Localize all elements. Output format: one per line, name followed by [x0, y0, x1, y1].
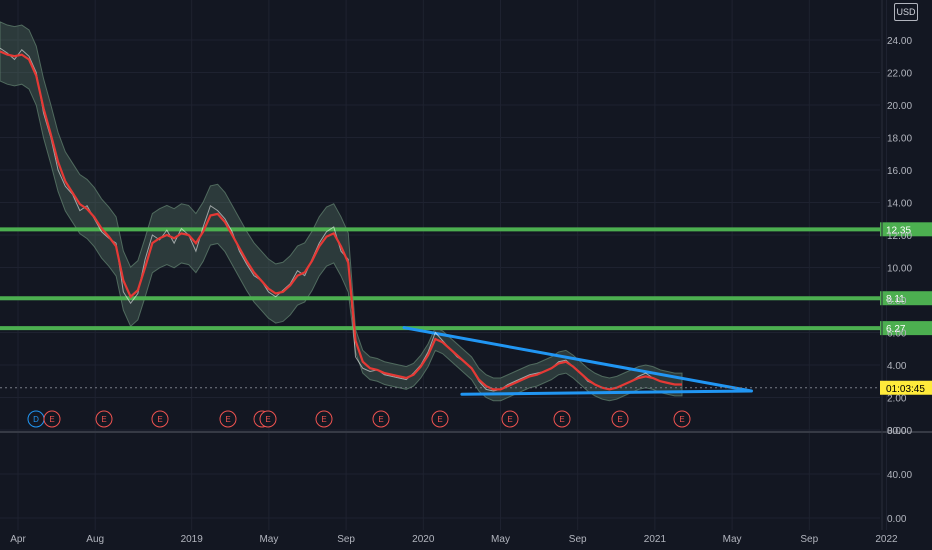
trendline-0[interactable] [402, 326, 753, 393]
marker-letter: E [49, 415, 54, 424]
time-tick: 2019 [181, 534, 204, 545]
marker-letter: E [507, 415, 512, 424]
price-tick: 20.00 [887, 101, 912, 112]
price-tick: 24.00 [887, 36, 912, 47]
marker-letter: D [33, 415, 39, 424]
marker-circle [611, 410, 629, 428]
price-tick: 0.00 [887, 426, 907, 437]
earnings-marker[interactable]: E [315, 410, 333, 428]
marker-circle [372, 410, 390, 428]
price-tick: 14.00 [887, 199, 912, 210]
time-tick: 2020 [412, 534, 435, 545]
earnings-marker[interactable]: E [151, 410, 169, 428]
price-tick: 10.00 [887, 264, 912, 275]
price-series [0, 47, 880, 392]
time-tick: Sep [569, 534, 587, 545]
level-label: 12.35 [886, 225, 911, 236]
time-tick: May [723, 534, 742, 545]
price-tick: 18.00 [887, 134, 912, 145]
marker-letter: E [559, 415, 564, 424]
marker-circle [259, 410, 277, 428]
time-tick: Sep [337, 534, 355, 545]
countdown-label: 01:03:45 [886, 384, 925, 395]
price-tick: 16.00 [887, 166, 912, 177]
time-tick: Sep [800, 534, 818, 545]
price-tick: 12.00 [887, 231, 912, 242]
marker-circle [431, 410, 449, 428]
marker-letter: E [437, 415, 442, 424]
triangle-trendlines[interactable] [402, 326, 753, 396]
price-tick: 2.00 [887, 394, 907, 405]
current-price-badge [880, 380, 932, 395]
price-tick: 4.00 [887, 361, 907, 372]
marker-circle [501, 410, 519, 428]
price-tick: 6.00 [887, 329, 907, 340]
time-tick: May [259, 534, 278, 545]
price-tick: 22.00 [887, 69, 912, 80]
earnings-marker[interactable]: E [553, 410, 571, 428]
marker-circle [315, 410, 333, 428]
earnings-marker[interactable]: E [673, 410, 691, 428]
earnings-markers[interactable]: DEEEEEEEEEEEEE [27, 410, 691, 428]
smoothed-line [0, 50, 682, 391]
support-resistance-levels[interactable]: 12.35 8.11 6.27 [0, 222, 932, 336]
grid-lines [0, 0, 887, 530]
earnings-marker[interactable]: E [431, 410, 449, 428]
time-axis[interactable]: Apr Aug 2019 May Sep 2020 May Sep 2021 May Sep 2022 [10, 534, 898, 545]
marker-letter: E [679, 415, 684, 424]
marker-circle [95, 410, 113, 428]
earnings-marker[interactable]: E [43, 410, 61, 428]
time-tick: 2021 [644, 534, 667, 545]
marker-letter: E [225, 415, 230, 424]
time-tick: May [491, 534, 510, 545]
marker-circle [673, 410, 691, 428]
level-label-bg [880, 321, 932, 336]
trendline-1[interactable] [460, 389, 753, 396]
level-label-bg [880, 291, 932, 306]
marker-letter: E [378, 415, 383, 424]
time-tick: 2022 [875, 534, 898, 545]
price-axis[interactable]: 24.00 22.00 20.00 18.00 16.00 14.00 12.00 10.00… [880, 0, 932, 530]
marker-letter: E [617, 415, 622, 424]
marker-circle [43, 410, 61, 428]
oscillator-tick: 80.00 [887, 426, 912, 437]
marker-circle [553, 410, 571, 428]
marker-letter: E [265, 415, 270, 424]
price-tick: 8.00 [887, 296, 907, 307]
earnings-marker[interactable]: E [501, 410, 519, 428]
oscillator-tick: 40.00 [887, 470, 912, 481]
marker-circle [219, 410, 237, 428]
marker-letter: E [101, 415, 106, 424]
earnings-marker[interactable]: E [259, 410, 277, 428]
time-tick: Aug [86, 534, 104, 545]
earnings-marker[interactable]: E [95, 410, 113, 428]
earnings-marker[interactable]: E [611, 410, 629, 428]
marker-letter: E [157, 415, 162, 424]
earnings-marker[interactable]: E [219, 410, 237, 428]
volatility-band [0, 21, 683, 402]
bollinger-band [0, 21, 683, 402]
level-label: 6.27 [886, 324, 906, 335]
earnings-marker[interactable]: E [372, 410, 390, 428]
currency-badge[interactable]: USD [894, 3, 918, 21]
oscillator-tick: 0.00 [887, 514, 907, 525]
level-label: 8.11 [886, 294, 905, 305]
marker-circle [151, 410, 169, 428]
level-label-bg [880, 222, 932, 237]
time-tick: Apr [10, 534, 26, 545]
oscillator-axis[interactable]: 80.00 40.00 0.00 [887, 426, 912, 525]
marker-letter: E [321, 415, 326, 424]
dividend-marker[interactable]: D [27, 410, 45, 428]
